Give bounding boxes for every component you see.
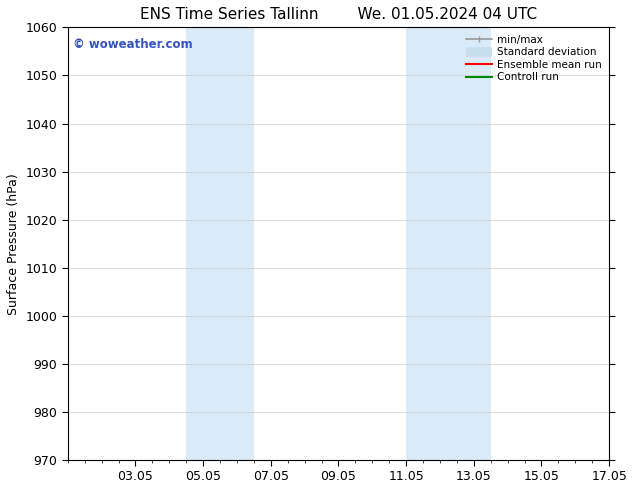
Bar	[406, 27, 491, 460]
Y-axis label: Surface Pressure (hPa): Surface Pressure (hPa)	[7, 173, 20, 315]
Text: © woweather.com: © woweather.com	[73, 38, 193, 51]
Title: ENS Time Series Tallinn        We. 01.05.2024 04 UTC: ENS Time Series Tallinn We. 01.05.2024 0…	[140, 7, 537, 22]
Bar	[186, 27, 254, 460]
Legend: min/max, Standard deviation, Ensemble mean run, Controll run: min/max, Standard deviation, Ensemble me…	[463, 32, 604, 84]
